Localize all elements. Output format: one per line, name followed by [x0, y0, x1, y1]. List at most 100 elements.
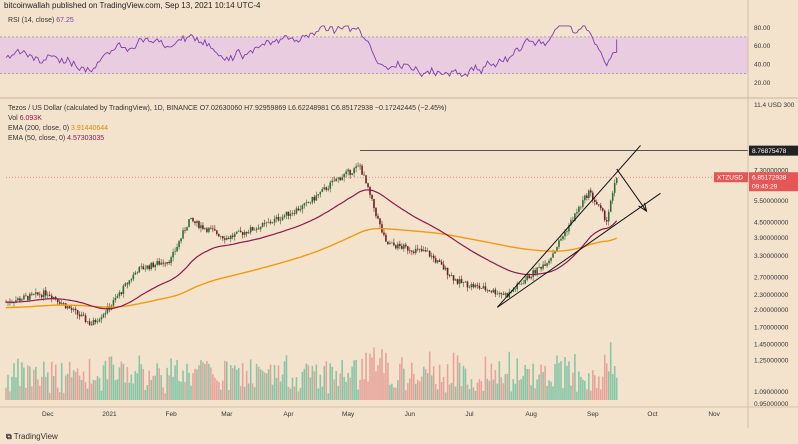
candle-body: [325, 187, 328, 190]
volume-bar: [269, 364, 272, 400]
volume-bar: [379, 358, 381, 400]
candle-body: [544, 264, 546, 266]
candle-body: [560, 238, 562, 241]
volume-bar: [124, 382, 127, 400]
candle-body: [594, 199, 596, 202]
volume-bar: [13, 363, 15, 400]
volume-bar: [576, 391, 578, 400]
volume-bar: [345, 381, 347, 400]
candle-body: [42, 290, 45, 298]
candle-body: [550, 257, 552, 261]
candle-body: [504, 293, 507, 295]
volume-bar: [146, 385, 149, 400]
volume-bar: [243, 386, 246, 400]
candle-body: [154, 264, 156, 268]
volume-bar: [218, 382, 220, 400]
volume-bar: [456, 355, 459, 400]
volume-bar: [442, 376, 445, 400]
candle-body: [315, 195, 318, 201]
volume-bar: [460, 385, 463, 400]
candle-body: [84, 315, 87, 322]
candle-body: [172, 251, 174, 258]
volume-bar: [407, 383, 409, 400]
volume-bar: [17, 358, 19, 400]
candle-body: [418, 248, 421, 250]
candle-body: [17, 298, 19, 301]
candle-body: [21, 299, 23, 301]
price-tick-label: 0.95000000: [754, 401, 789, 408]
volume-bar: [271, 384, 274, 400]
candle-body: [41, 295, 43, 298]
volume-bar: [538, 374, 540, 400]
volume-bar: [102, 365, 105, 400]
candle-body: [377, 216, 379, 219]
candle-body: [92, 319, 95, 326]
volume-bar: [438, 364, 441, 400]
volume-bar: [554, 364, 556, 400]
candle-body: [514, 289, 517, 290]
candle-body: [231, 235, 234, 237]
volume-bar: [327, 393, 330, 400]
volume-bar: [323, 366, 326, 400]
candle-body: [196, 221, 198, 224]
candle-body: [548, 260, 550, 264]
price-tick-label: 1.70000000: [754, 324, 789, 331]
volume-bar: [514, 383, 517, 400]
candle-body: [538, 267, 540, 268]
candle-body: [108, 306, 111, 310]
tradingview-footer[interactable]: ⧉ TradingView: [6, 431, 58, 443]
volume-bar: [303, 368, 306, 400]
candles: [5, 162, 618, 326]
candle-body: [450, 275, 453, 276]
candle-body: [297, 208, 300, 211]
candle-body: [554, 250, 556, 254]
volume-bar: [31, 386, 33, 400]
volume-bar: [490, 363, 493, 400]
candle-body: [420, 249, 423, 252]
volume-bar: [182, 370, 184, 400]
volume-bar: [335, 371, 338, 400]
candle-body: [202, 225, 204, 229]
volume-bar: [158, 368, 160, 400]
rsi-tick-label: 20.00: [754, 80, 771, 87]
price-tick-label: 2.70000000: [754, 275, 789, 282]
volume-bar: [454, 386, 457, 400]
candle-body: [124, 283, 127, 286]
volume-bar: [68, 361, 71, 400]
volume-bar: [534, 388, 536, 400]
volume-bar: [434, 383, 437, 400]
volume-bar: [466, 384, 469, 400]
volume-bar: [468, 389, 471, 400]
volume-bar: [544, 365, 546, 400]
candle-body: [220, 236, 222, 237]
candle-body: [506, 293, 509, 298]
volume-bar: [594, 375, 596, 400]
candle-body: [114, 297, 117, 301]
volume-bar: [148, 370, 151, 400]
volume-bar: [504, 374, 507, 400]
volume-bar: [168, 375, 170, 400]
volume-bar: [311, 365, 314, 400]
volume-bar: [522, 375, 524, 400]
volume-bar: [301, 371, 304, 400]
candle-body: [58, 301, 61, 304]
volume-bar: [86, 388, 89, 400]
candle-body: [104, 312, 107, 315]
candle-body: [229, 235, 232, 239]
volume-bar: [337, 386, 339, 400]
candle-body: [526, 275, 528, 280]
volume-bar: [267, 369, 270, 400]
candle-body: [46, 294, 49, 296]
candle-body: [414, 248, 417, 253]
volume-bar: [613, 366, 616, 400]
candle-body: [243, 231, 246, 235]
volume-bar: [48, 392, 51, 400]
volume-bar: [351, 366, 353, 400]
volume-bar: [590, 390, 592, 400]
candle-body: [174, 251, 176, 252]
candle-body: [339, 177, 341, 181]
time-axis: Dec 2021 Feb Mar Apr May Jun Jul Aug Sep Oct Nov: [0, 406, 798, 418]
volume-bar: [253, 387, 256, 400]
time-tick-label: Oct: [647, 411, 657, 418]
